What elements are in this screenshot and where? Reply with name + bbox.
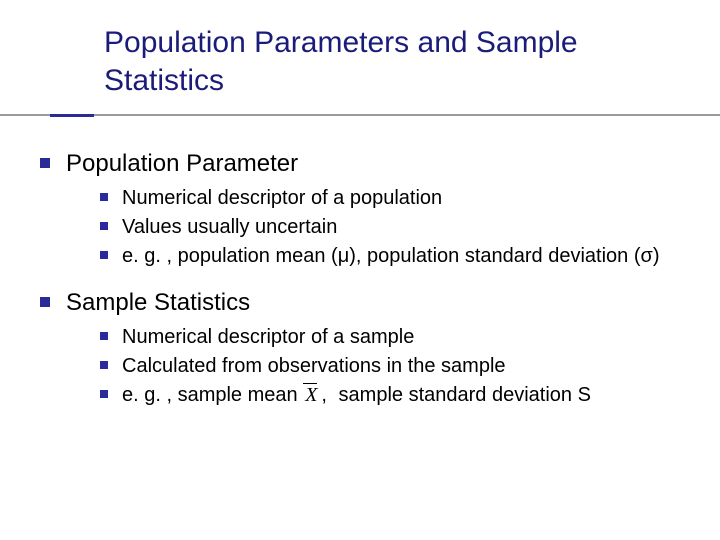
bullet-icon [100, 390, 108, 398]
list-item: Values usually uncertain [100, 214, 696, 240]
bullet-icon [40, 297, 50, 307]
sublist: Numerical descriptor of a sample Calcula… [100, 324, 696, 408]
bullet-icon [100, 332, 108, 340]
title-block: Population Parameters and Sample Statist… [104, 24, 664, 99]
rule-grey [0, 114, 720, 116]
list-item: e. g. , population mean (μ), population … [100, 243, 696, 269]
body: Population Parameter Numerical descripto… [40, 148, 696, 408]
list-item: Calculated from observations in the samp… [100, 353, 696, 379]
list-item-text: e. g. , population mean (μ), population … [122, 243, 660, 269]
list-item-text: Numerical descriptor of a sample [122, 324, 414, 350]
bullet-icon [100, 222, 108, 230]
list-item: e. g. , sample mean X, sample standard d… [100, 382, 696, 408]
section-heading: Sample Statistics [40, 287, 696, 318]
bullet-icon [100, 193, 108, 201]
list-item-text: Numerical descriptor of a population [122, 185, 442, 211]
list-item-text-prefix: e. g. , sample mean [122, 384, 303, 406]
slide: Population Parameters and Sample Statist… [0, 0, 720, 540]
section-heading-text: Population Parameter [66, 148, 298, 179]
list-item-text: Calculated from observations in the samp… [122, 353, 506, 379]
xbar-icon: X [303, 382, 319, 408]
rule-accent [50, 114, 94, 117]
slide-title: Population Parameters and Sample Statist… [104, 24, 664, 99]
bullet-icon [100, 251, 108, 259]
list-item-text: Values usually uncertain [122, 214, 337, 240]
bullet-icon [40, 158, 50, 168]
section-heading: Population Parameter [40, 148, 696, 179]
list-item-comma: , [321, 384, 327, 406]
list-item: Numerical descriptor of a sample [100, 324, 696, 350]
bullet-icon [100, 361, 108, 369]
list-item: Numerical descriptor of a population [100, 185, 696, 211]
list-item-text: e. g. , sample mean X, sample standard d… [122, 382, 591, 408]
list-item-text-suffix: sample standard deviation S [339, 384, 591, 406]
sublist: Numerical descriptor of a population Val… [100, 185, 696, 269]
section-heading-text: Sample Statistics [66, 287, 250, 318]
